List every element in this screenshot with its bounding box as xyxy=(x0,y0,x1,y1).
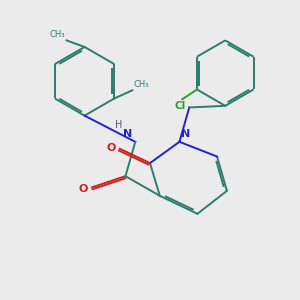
Text: H: H xyxy=(115,121,122,130)
Text: N: N xyxy=(123,129,133,139)
Text: N: N xyxy=(181,129,190,139)
Text: Cl: Cl xyxy=(175,101,186,111)
Text: O: O xyxy=(106,143,116,153)
Text: CH₃: CH₃ xyxy=(50,30,65,39)
Text: O: O xyxy=(79,184,88,194)
Text: CH₃: CH₃ xyxy=(134,80,149,89)
